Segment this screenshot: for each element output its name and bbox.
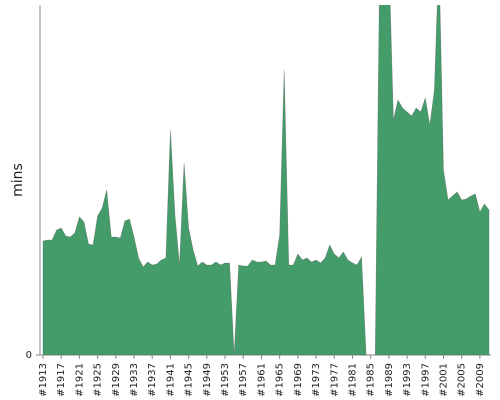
x-tick-label: #1969: [293, 363, 304, 397]
x-tick-label: #2001: [438, 363, 449, 397]
area: [42, 5, 490, 356]
plot-area: [42, 5, 490, 356]
x-tick-label: #1993: [402, 363, 413, 397]
x-tick-label: #1997: [420, 363, 431, 397]
x-tick-label: #1953: [220, 363, 231, 397]
x-tick-label: #1973: [311, 363, 322, 397]
x-tick-label: #1949: [202, 363, 213, 397]
x-tick-label: #1933: [129, 363, 140, 397]
y-tick-label: 0: [26, 350, 32, 361]
x-tick-label: #1941: [165, 363, 176, 397]
x-tick-label: #1913: [38, 363, 49, 397]
x-tick-label: #1989: [384, 363, 395, 397]
x-tick-label: #2005: [457, 363, 468, 397]
x-tick-label: #1981: [347, 363, 358, 397]
x-tick-label: #1977: [329, 363, 340, 397]
x-tick-label: #1929: [111, 363, 122, 397]
x-tick-label: #1957: [238, 363, 249, 397]
y-axis-label: mins: [10, 163, 26, 197]
x-tick-label: #1917: [56, 363, 67, 397]
x-tick-label: #2009: [475, 363, 486, 397]
x-tick-label: #1925: [93, 363, 104, 397]
x-tick-label: #1965: [275, 363, 286, 397]
x-tick-label: #1985: [366, 363, 377, 397]
x-tick-label: #1921: [74, 363, 85, 397]
x-tick-label: #1937: [147, 363, 158, 397]
x-tick-label: #1961: [256, 363, 267, 397]
x-tick-label: #1945: [184, 363, 195, 397]
